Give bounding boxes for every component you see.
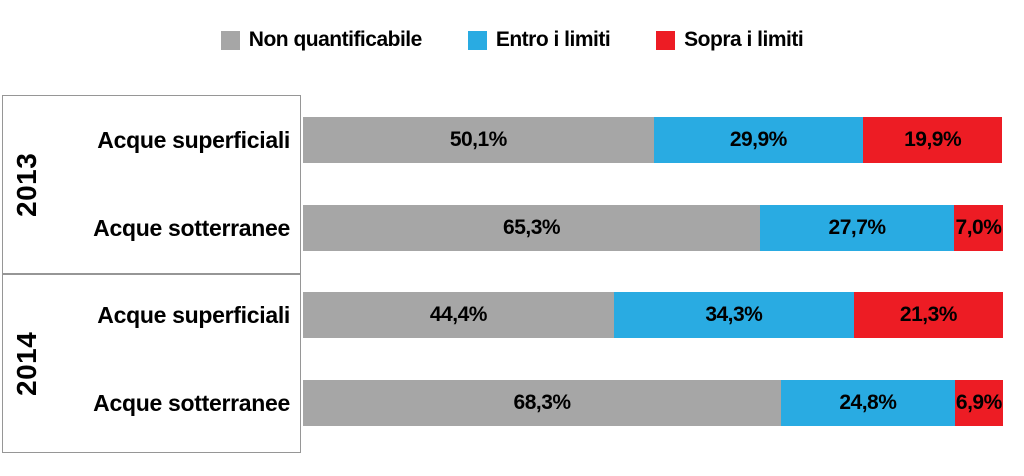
legend-item-sopra-i-limiti: Sopra i limiti <box>656 28 804 52</box>
bar-row-2014-acque-sotterranee: 68,3% 24,8% 6,9% <box>303 380 1003 426</box>
legend-label: Entro i limiti <box>495 28 611 51</box>
bar-segment-entro-i-limiti: 34,3% <box>613 292 854 338</box>
legend-item-entro-i-limiti: Entro i limiti <box>467 28 611 52</box>
bar-segment-non-quantificabile: 50,1% <box>303 117 654 163</box>
bar-segment-value: 7,0% <box>955 216 1002 239</box>
legend-swatch-gray-icon <box>220 30 240 50</box>
bar-segment-value: 68,3% <box>513 391 572 414</box>
group-box-2014: 2014 <box>2 274 301 453</box>
bar-segment-non-quantificabile: 68,3% <box>303 380 782 426</box>
legend-swatch-red-icon <box>656 30 676 50</box>
bar-segment-sopra-i-limiti: 19,9% <box>862 117 1003 163</box>
legend-label: Sopra i limiti <box>684 28 804 51</box>
bar-segment-non-quantificabile: 44,4% <box>303 292 614 338</box>
bar-segment-value: 65,3% <box>503 216 561 239</box>
bar-segment-sopra-i-limiti: 7,0% <box>953 205 1003 251</box>
bar-segment-value: 50,1% <box>449 128 508 151</box>
bar-segment-entro-i-limiti: 27,7% <box>760 205 954 251</box>
bar-segment-entro-i-limiti: 29,9% <box>653 117 863 163</box>
bar-segment-value: 27,7% <box>828 216 887 239</box>
row-label-2013-acque-superficiali: Acque superficiali <box>97 127 290 153</box>
bar-segment-sopra-i-limiti: 6,9% <box>954 380 1003 426</box>
bar-segment-entro-i-limiti: 24,8% <box>781 380 955 426</box>
bar-row-2013-acque-superficiali: 50,1% 29,9% 19,9% <box>303 117 1003 163</box>
bar-segment-sopra-i-limiti: 21,3% <box>853 292 1003 338</box>
legend-swatch-blue-icon <box>467 30 487 50</box>
group-box-2013: 2013 <box>2 95 301 274</box>
bar-segment-value: 19,9% <box>904 128 962 151</box>
bar-segment-value: 21,3% <box>899 303 958 326</box>
row-label-2014-acque-superficiali: Acque superficiali <box>97 302 290 328</box>
bar-segment-value: 29,9% <box>729 128 788 151</box>
bar-segment-value: 34,3% <box>705 303 763 326</box>
legend-item-non-quantificabile: Non quantificabile <box>220 28 423 52</box>
row-label-2013-acque-sotterranee: Acque sotterranee <box>93 215 290 241</box>
bar-segment-non-quantificabile: 65,3% <box>303 205 761 251</box>
row-label-2014-acque-sotterranee: Acque sotterranee <box>93 390 290 416</box>
bar-segment-value: 44,4% <box>429 303 488 326</box>
bar-segment-value: 6,9% <box>955 391 1002 414</box>
bar-row-2013-acque-sotterranee: 65,3% 27,7% 7,0% <box>303 205 1003 251</box>
legend-label: Non quantificabile <box>248 28 423 51</box>
bar-row-2014-acque-superficiali: 44,4% 34,3% 21,3% <box>303 292 1003 338</box>
legend: Non quantificabile Entro i limiti Sopra … <box>0 28 1024 52</box>
bar-segment-value: 24,8% <box>839 391 897 414</box>
